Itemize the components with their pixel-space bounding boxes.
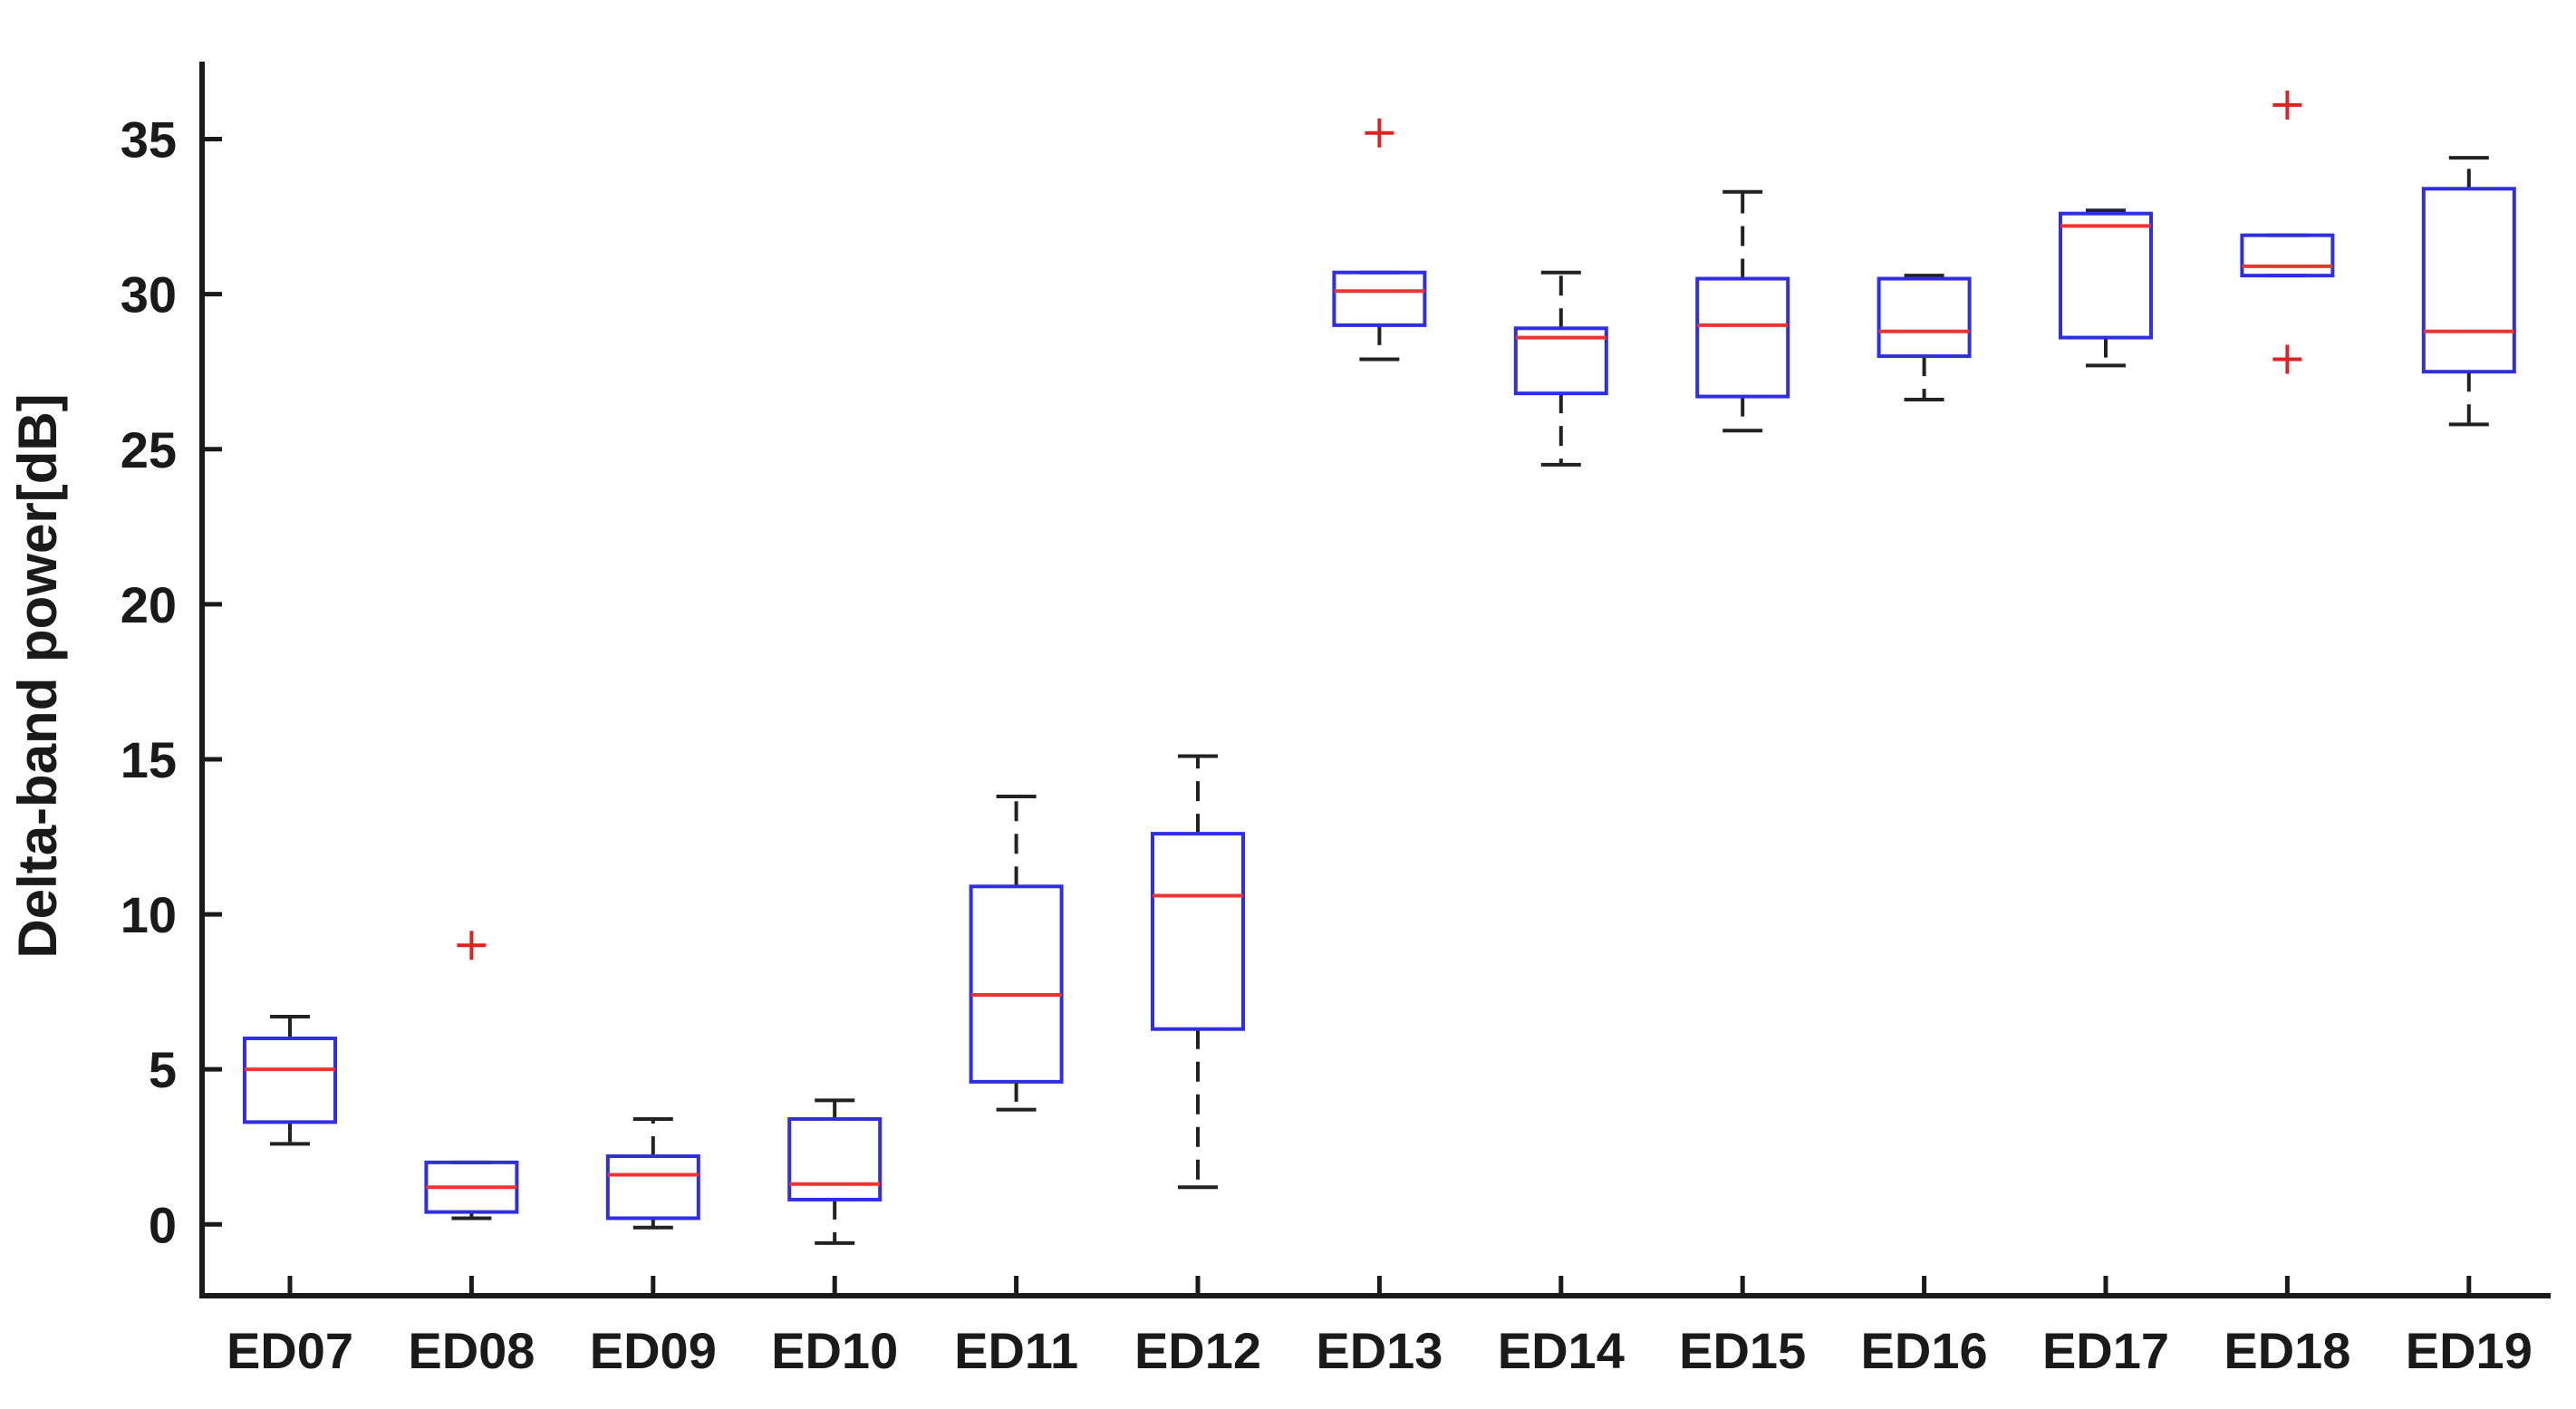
x-tick-label: ED14 [1498,1322,1625,1379]
box-group [1332,118,1427,362]
box [1332,270,1427,327]
y-tick-label: 15 [121,731,177,788]
box [1513,326,1608,396]
y-tick-label: 20 [121,576,177,633]
box-group [424,931,519,1221]
box [2240,233,2335,278]
x-tick-label: ED19 [2406,1322,2533,1379]
y-axis-title: Delta-band power[dB] [7,393,68,958]
y-tick-label: 5 [149,1041,177,1098]
box-group [1695,189,1790,433]
outlier-marker [2272,344,2302,374]
box-series [243,90,2516,1245]
box [1695,276,1790,399]
box-group [1513,270,1608,467]
x-tick-label: ED13 [1316,1322,1442,1379]
box-group [2059,208,2153,368]
box-group [1151,754,1245,1190]
y-tick-label: 30 [121,266,177,323]
box [1877,276,1972,359]
x-axis: ED07 ED08 ED09 ED10 ED11 ED12 ED13 ED14 ED15 ED16… [199,1276,2551,1379]
box-group [2421,156,2516,427]
x-tick-label: ED18 [2224,1322,2350,1379]
outlier-marker [1365,118,1394,148]
box [969,884,1064,1084]
x-tick-label: ED15 [1679,1322,1806,1379]
x-tick-label: ED11 [954,1322,1078,1379]
y-tick-label: 0 [149,1196,177,1253]
x-tick-label: ED10 [771,1322,898,1379]
x-tick-label: ED07 [227,1322,353,1379]
y-axis: 0 5 10 15 20 25 30 35 [121,62,222,1296]
box [2421,187,2516,374]
box-group [969,795,1064,1112]
box [1151,832,1245,1031]
x-tick-label: ED08 [408,1322,535,1379]
x-tick-label: ED17 [2042,1322,2169,1379]
x-tick-label: ED09 [590,1322,717,1379]
box [2059,211,2153,340]
box-group [787,1098,883,1245]
y-tick-label: 25 [121,421,177,478]
x-tick-label: ED12 [1134,1322,1261,1379]
outlier-marker [2272,90,2302,120]
x-tick-label: ED16 [1861,1322,1988,1379]
y-tick-label: 35 [121,111,177,169]
box-group [605,1116,700,1230]
box-group [1877,274,1972,402]
box-group [243,1015,337,1146]
outlier-marker [457,931,487,960]
box [787,1116,883,1202]
y-tick-label: 10 [121,886,177,943]
box-group [2240,90,2335,374]
box [243,1036,337,1124]
box [605,1154,700,1221]
